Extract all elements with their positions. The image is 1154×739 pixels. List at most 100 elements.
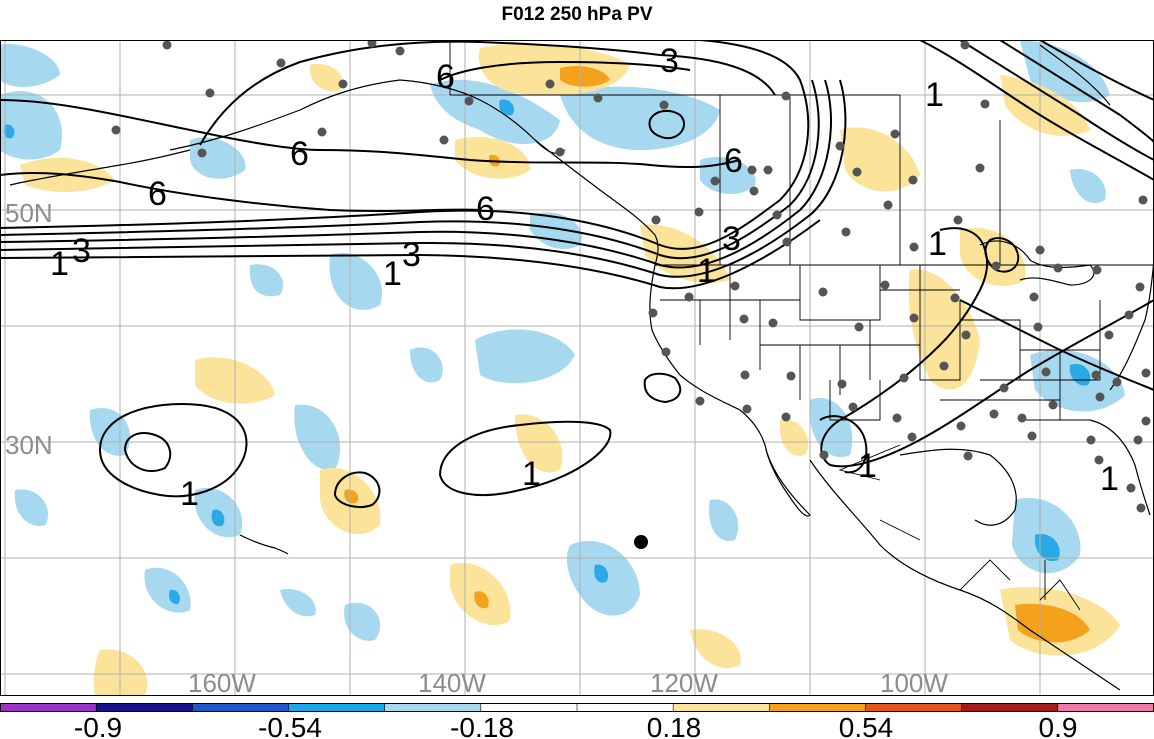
neg-anomaly-core [1034, 534, 1060, 562]
contour-label: 6 [724, 142, 743, 180]
contour-line [98, 403, 248, 498]
contour-label: 1 [50, 245, 69, 283]
contour-label: 1 [1100, 460, 1119, 498]
contour-line [1039, 40, 1154, 101]
colorbar-tick-label: 0.18 [647, 712, 702, 739]
colorbar-swatch [0, 704, 97, 711]
contour-label: 1 [925, 76, 944, 114]
aleutian-islands [9, 149, 191, 186]
contour-line [648, 109, 685, 140]
neg-anomaly-area [475, 329, 575, 384]
neg-anomaly-area [280, 589, 316, 617]
neg-anomaly-core [499, 99, 515, 116]
pos-anomaly-core [474, 591, 489, 609]
contour-line [0, 79, 847, 278]
pv-anomaly-shading [0, 40, 1125, 696]
neg-anomaly-area [294, 404, 341, 471]
pos-anomaly-area [1000, 75, 1090, 136]
colorbar-swatch [96, 704, 193, 711]
colorbar-tick-label: -0.54 [258, 712, 322, 739]
pos-anomaly-area [779, 419, 809, 456]
lat-label-30n: 30N [5, 430, 53, 460]
pos-anomaly-core [560, 66, 610, 87]
colorbar-swatches [0, 704, 1154, 711]
contour-line [0, 219, 821, 290]
contour-label: 1 [522, 455, 541, 493]
center-marker [634, 535, 648, 549]
bc-coast [534, 139, 659, 266]
colorbar-swatch [577, 704, 674, 711]
neg-anomaly-core [168, 589, 181, 605]
contour-label: 1 [928, 225, 947, 263]
lon-label-120w: 120W [650, 668, 718, 698]
neg-anomaly-core [3, 124, 15, 139]
contour-label: 1 [180, 475, 199, 513]
colorbar-tick-label: 0.9 [1039, 712, 1078, 739]
contour-line [0, 172, 481, 212]
pos-anomaly-area [640, 224, 730, 284]
contour-line [0, 79, 833, 269]
neg-anomaly-area [0, 44, 60, 87]
contour-line [333, 471, 381, 508]
contour-line [439, 60, 691, 81]
contour-line [984, 237, 1020, 273]
colorbar-tick-label: 0.54 [839, 712, 894, 739]
neg-anomaly-area [329, 253, 382, 310]
neg-anomaly-area [1070, 169, 1106, 204]
lat-label-50n: 50N [5, 198, 53, 228]
contour-label: 3 [402, 236, 421, 274]
contour-line [0, 99, 741, 169]
contour-line [123, 432, 172, 472]
neg-anomaly-core [211, 509, 225, 527]
florida [1089, 419, 1151, 516]
colorbar-swatch [769, 704, 866, 711]
contour-label: 6 [290, 135, 309, 173]
colorbar-swatch [384, 704, 482, 711]
pos-anomaly-area [690, 629, 741, 669]
baja-peninsula [764, 444, 811, 517]
neg-anomaly-area [344, 602, 381, 641]
contour-line [820, 227, 1154, 468]
contour-label: 1 [858, 447, 877, 485]
neg-anomaly-area [430, 79, 560, 144]
colorbar-swatch [288, 704, 386, 711]
neg-anomaly-area [410, 347, 443, 383]
pos-anomaly-area [515, 414, 563, 473]
contour-line [643, 372, 682, 404]
hawaii [239, 534, 289, 555]
contour-label: 6 [148, 175, 167, 213]
contour-line [199, 40, 776, 146]
colorbar-swatch [673, 704, 770, 711]
contour-line [0, 79, 820, 260]
neg-anomaly-area [249, 264, 284, 297]
contour-line [919, 40, 1154, 181]
neg-anomaly-area [530, 212, 582, 250]
colorbar-swatch [192, 704, 289, 711]
contour-line [819, 415, 868, 474]
neg-anomaly-area [0, 91, 62, 160]
pv-map: 6 3 6 6 6 6 3 3 1 1 1 3 1 1 1 1 1 1 50N … [0, 40, 1154, 698]
neg-anomaly-core [594, 564, 609, 583]
station-dots [111, 40, 1151, 513]
contour-label: 1 [383, 255, 402, 293]
colorbar-tick-label: -0.18 [450, 712, 514, 739]
contour-label: 3 [660, 42, 679, 80]
us-east-coast [1109, 259, 1154, 391]
pos-anomaly-core [344, 489, 359, 504]
pv-contours [0, 40, 1154, 508]
colorbar-swatch [1057, 704, 1154, 711]
colorbar-swatch [480, 704, 578, 711]
contour-line [438, 420, 612, 496]
pos-anomaly-area [908, 269, 980, 390]
contour-line [959, 40, 1154, 161]
colorbar: -0.9 -0.54 -0.18 0.18 0.54 0.9 [0, 703, 1154, 739]
lon-label-140w: 140W [418, 668, 486, 698]
contour-label: 3 [722, 220, 741, 258]
contour-label: 1 [697, 252, 716, 290]
contour-label: 6 [476, 190, 495, 228]
colorbar-tick-label: -0.9 [74, 712, 122, 739]
neg-anomaly-area [709, 499, 739, 541]
colorbar-swatch [961, 704, 1059, 711]
hudson-bay [1039, 44, 1111, 106]
contour-label: 3 [72, 232, 91, 270]
